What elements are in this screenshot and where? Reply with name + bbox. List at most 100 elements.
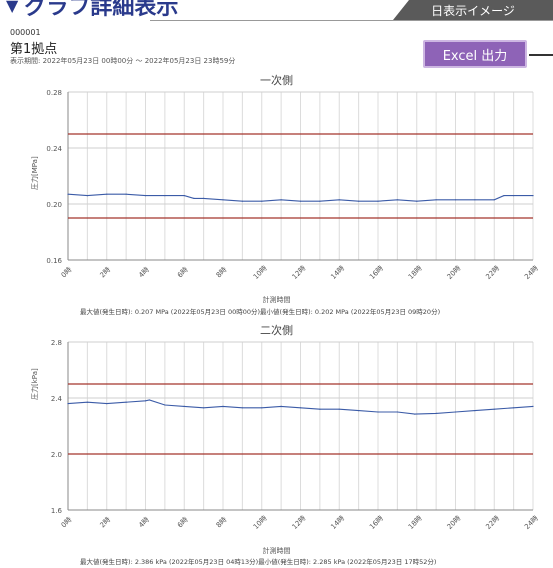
x-tick-label: 24時 xyxy=(523,514,540,531)
x-tick-label: 6時 xyxy=(176,516,190,530)
x-tick-label: 14時 xyxy=(329,514,346,531)
series-line xyxy=(67,399,534,415)
data-point xyxy=(396,199,398,201)
page-title: ▼ グラフ詳細表示 xyxy=(6,0,179,20)
data-point xyxy=(193,197,195,199)
chart-1-xlabel: 計測時間 xyxy=(262,296,291,304)
data-point xyxy=(358,410,360,412)
x-tick-label: 0時 xyxy=(60,516,74,530)
display-period: 表示期間: 2022年05月23日 00時00分 ～ 2022年05月23日 2… xyxy=(10,57,236,65)
chart-2-stats: 最大値(発生日時): 2.386 kPa (2022年05月23日 04時13分… xyxy=(80,558,437,566)
data-point xyxy=(164,195,166,197)
data-point xyxy=(125,401,127,403)
data-point xyxy=(280,405,282,407)
data-point xyxy=(67,193,69,195)
data-point xyxy=(67,403,69,405)
y-tick-label: 2.4 xyxy=(51,395,63,403)
data-point xyxy=(183,405,185,407)
data-point xyxy=(86,195,88,197)
data-point xyxy=(377,200,379,202)
data-point xyxy=(241,407,243,409)
data-point xyxy=(299,407,302,409)
x-tick-label: 6時 xyxy=(176,266,190,280)
x-tick-label: 20時 xyxy=(446,264,463,281)
chart-2-ylabel: 圧力[kPa] xyxy=(31,368,39,400)
data-point xyxy=(454,199,457,201)
page-title-text: グラフ詳細表示 xyxy=(24,0,179,20)
data-point xyxy=(222,199,224,201)
chart-2-plot: 2.8 2.4 2.0 1.60時 2時 4時 6時 8時 10時 12時 14時 16時 18時 20時… xyxy=(51,339,540,531)
data-point xyxy=(164,404,166,406)
data-point xyxy=(144,400,147,402)
x-tick-label: 16時 xyxy=(368,514,385,531)
data-point xyxy=(241,200,243,202)
chart-2-xlabel: 計測時間 xyxy=(262,547,291,555)
data-point xyxy=(503,195,505,197)
data-point xyxy=(532,405,534,407)
excel-export-label: Excel 出力 xyxy=(442,48,508,64)
down-triangle-icon: ▼ xyxy=(6,0,19,15)
y-tick-label: 0.16 xyxy=(46,257,62,265)
x-tick-label: 10時 xyxy=(252,264,269,281)
data-point xyxy=(396,411,398,413)
data-point xyxy=(106,193,108,195)
data-point xyxy=(358,200,360,202)
y-tick-label: 0.24 xyxy=(46,145,62,153)
x-tick-label: 4時 xyxy=(137,266,151,280)
data-point xyxy=(338,199,340,201)
data-point xyxy=(222,405,224,407)
data-point xyxy=(474,410,476,412)
y-tick-label: 0.28 xyxy=(46,89,62,97)
chart-1-stats: 最大値(発生日時): 0.207 MPa (2022年05月23日 00時00分… xyxy=(80,308,441,316)
x-tick-label: 8時 xyxy=(215,266,229,280)
x-tick-label: 2時 xyxy=(98,516,112,530)
excel-export-button[interactable]: Excel 出力 xyxy=(423,40,527,68)
data-point xyxy=(261,407,263,409)
data-point xyxy=(203,407,205,409)
data-point xyxy=(319,200,321,202)
data-point xyxy=(299,200,302,202)
x-tick-label: 22時 xyxy=(484,514,501,531)
data-point xyxy=(416,200,418,202)
x-tick-label: 14時 xyxy=(329,264,346,281)
data-point xyxy=(183,195,185,197)
data-point xyxy=(148,399,150,401)
y-tick-label: 2.0 xyxy=(51,451,62,459)
x-tick-label: 24時 xyxy=(523,264,540,281)
y-tick-label: 1.6 xyxy=(51,507,63,515)
site-name: 第1拠点 xyxy=(10,42,58,57)
data-point xyxy=(203,197,205,199)
data-point xyxy=(532,195,534,197)
x-tick-label: 2時 xyxy=(98,266,112,280)
data-point xyxy=(125,193,127,195)
data-point xyxy=(106,403,108,405)
site-code: 000001 xyxy=(10,28,41,37)
y-tick-label: 0.20 xyxy=(46,201,62,209)
y-tick-label: 2.8 xyxy=(51,339,62,347)
data-point xyxy=(280,199,282,201)
x-tick-label: 12時 xyxy=(291,514,308,531)
data-point xyxy=(338,408,340,410)
x-tick-label: 8時 xyxy=(215,516,229,530)
data-point xyxy=(261,200,263,202)
x-tick-label: 4時 xyxy=(137,516,151,530)
data-point xyxy=(493,199,495,201)
data-point xyxy=(414,413,416,415)
tab-divider xyxy=(150,20,553,21)
daily-view-tab[interactable]: 日表示イメージ xyxy=(393,0,553,20)
data-point xyxy=(454,411,457,413)
callout-line xyxy=(529,54,553,56)
daily-view-tab-label: 日表示イメージ xyxy=(431,3,515,18)
data-point xyxy=(86,401,88,403)
x-tick-label: 20時 xyxy=(446,514,463,531)
x-tick-label: 10時 xyxy=(252,514,269,531)
data-point xyxy=(513,407,515,409)
data-point xyxy=(144,195,147,197)
data-point xyxy=(377,411,379,413)
chart-2-title: 二次側 xyxy=(260,324,293,337)
x-tick-label: 18時 xyxy=(407,514,424,531)
x-tick-label: 16時 xyxy=(368,264,385,281)
x-tick-label: 22時 xyxy=(484,264,501,281)
data-point xyxy=(474,199,476,201)
